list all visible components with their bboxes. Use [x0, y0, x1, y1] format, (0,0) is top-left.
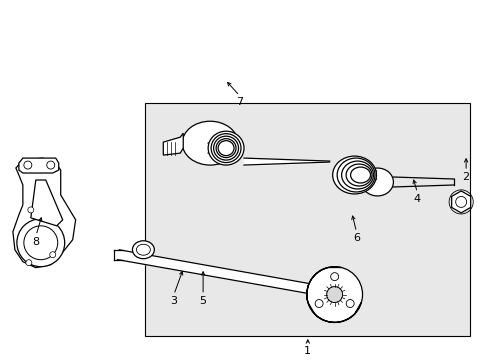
Polygon shape [451, 191, 469, 213]
Polygon shape [163, 133, 183, 155]
Circle shape [17, 219, 64, 267]
Text: 7: 7 [236, 97, 243, 107]
Polygon shape [118, 250, 315, 294]
Circle shape [47, 161, 55, 169]
Text: 2: 2 [462, 172, 469, 182]
Circle shape [314, 300, 323, 307]
Circle shape [346, 300, 353, 307]
Circle shape [28, 207, 34, 213]
Circle shape [50, 252, 56, 258]
Bar [144, 103, 468, 336]
Text: 8: 8 [32, 237, 40, 247]
Text: 6: 6 [352, 233, 359, 243]
Ellipse shape [182, 121, 238, 165]
Polygon shape [13, 158, 76, 268]
Ellipse shape [332, 156, 376, 194]
Ellipse shape [132, 241, 154, 259]
Circle shape [330, 273, 338, 280]
Text: 5: 5 [199, 296, 206, 306]
Circle shape [24, 161, 32, 169]
Circle shape [306, 267, 362, 323]
Circle shape [26, 260, 32, 266]
Polygon shape [19, 158, 59, 173]
Text: 4: 4 [413, 194, 420, 203]
Text: 3: 3 [170, 296, 177, 306]
Ellipse shape [361, 168, 393, 196]
Text: 1: 1 [304, 346, 311, 356]
Polygon shape [306, 267, 361, 323]
Ellipse shape [208, 131, 244, 165]
Polygon shape [31, 180, 62, 226]
Circle shape [326, 287, 342, 302]
